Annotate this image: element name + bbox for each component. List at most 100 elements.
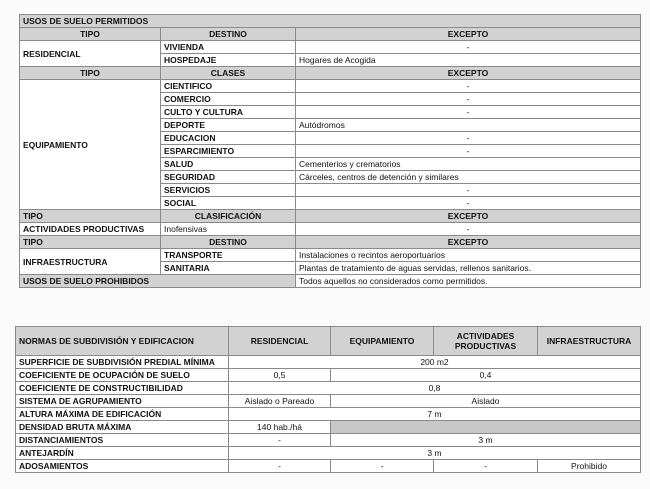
- destino-cell-text: EDUCACION: [164, 133, 216, 143]
- excepto-cell-text: -: [466, 94, 470, 104]
- column-header: EXCEPTO: [295, 235, 641, 249]
- destino-cell-text: VIVIENDA: [164, 42, 205, 52]
- section-header-row: TIPO DESTINO EXCEPTO: [19, 235, 641, 249]
- prohibidos-value-text: Todos aquellos no considerados como perm…: [299, 276, 488, 286]
- norma-label: SISTEMA DE AGRUPAMIENTO: [15, 394, 229, 408]
- norma-label-text: ANTEJARDÍN: [19, 448, 74, 458]
- norma-label-text: SUPERFICIE DE SUBDIVISIÓN PREDIAL MÍNIMA: [19, 357, 215, 367]
- column-header-text: RESIDENCIAL: [250, 336, 309, 346]
- table-row: ACTIVIDADES PRODUCTIVAS Inofensivas -: [19, 222, 641, 236]
- destino-cell: HOSPEDAJE: [160, 53, 296, 67]
- excepto-cell: -: [295, 196, 641, 210]
- column-header-text: CLASIFICACIÓN: [194, 211, 262, 221]
- excepto-cell-text: -: [466, 42, 470, 52]
- column-header: RESIDENCIAL: [228, 326, 331, 356]
- value-cell-text: 3 m: [478, 435, 493, 445]
- column-header-text: EQUIPAMIENTO: [349, 336, 415, 346]
- tipo-cell: RESIDENCIAL: [19, 40, 161, 67]
- excepto-cell: Autódromos: [295, 118, 641, 132]
- destino-cell: CULTO Y CULTURA: [160, 105, 296, 119]
- excepto-cell: Hogares de Acogida: [295, 53, 641, 67]
- norma-label-text: DISTANCIAMIENTOS: [19, 435, 104, 445]
- column-header-text: NORMAS DE SUBDIVISIÓN Y EDIFICACION: [19, 336, 194, 346]
- excepto-cell: -: [295, 144, 641, 158]
- excepto-cell: -: [295, 79, 641, 93]
- column-header-text: EXCEPTO: [447, 237, 489, 247]
- destino-cell: ESPARCIMIENTO: [160, 144, 296, 158]
- prohibidos-row: USOS DE SUELO PROHIBIDOS Todos aquellos n…: [19, 274, 641, 288]
- value-cell-text: -: [278, 435, 281, 445]
- norma-label: ANTEJARDÍN: [15, 446, 229, 460]
- value-cell-text: Prohibido: [571, 461, 607, 471]
- value-cell-text: 0,5: [273, 370, 286, 380]
- destino-cell: CIENTIFICO: [160, 79, 296, 93]
- table-row: SOCIAL -: [20, 196, 641, 210]
- column-header-text: EXCEPTO: [447, 68, 489, 78]
- excepto-cell: Plantas de tratamiento de aguas servidas…: [295, 261, 641, 275]
- destino-cell-text: ESPARCIMIENTO: [164, 146, 235, 156]
- tipo-cell: ACTIVIDADES PRODUCTIVAS: [19, 222, 161, 236]
- table-row: ANTEJARDÍN 3 m: [15, 446, 641, 460]
- column-header: NORMAS DE SUBDIVISIÓN Y EDIFICACION: [15, 326, 229, 356]
- table-row: SALUD Cementerios y crematorios: [20, 157, 641, 171]
- excepto-cell-text: -: [466, 224, 470, 234]
- column-header: INFRAESTRUCTURA: [537, 326, 641, 356]
- norma-label: DISTANCIAMIENTOS: [15, 433, 229, 447]
- excepto-cell: -: [295, 40, 641, 54]
- norma-label: SUPERFICIE DE SUBDIVISIÓN PREDIAL MÍNIMA: [15, 355, 229, 369]
- excepto-cell-text: -: [466, 107, 470, 117]
- destino-cell-text: HOSPEDAJE: [164, 55, 217, 65]
- tipo-cell-text: EQUIPAMIENTO: [23, 139, 88, 150]
- excepto-cell: -: [295, 222, 641, 236]
- norma-label: COEFICIENTE DE OCUPACIÓN DE SUELO: [15, 368, 229, 382]
- shaded-cell: [330, 420, 641, 434]
- value-cell-text: 140 hab./há: [257, 422, 302, 432]
- value-cell-text: 3 m: [427, 448, 442, 458]
- value-cell-text: -: [278, 461, 281, 471]
- norma-label-text: ALTURA MÁXIMA DE EDIFICACIÓN: [19, 409, 162, 419]
- value-cell: 0,5: [228, 368, 331, 382]
- column-header: ACTIVIDADES PRODUCTIVAS: [433, 326, 538, 356]
- destino-cell: SALUD: [160, 157, 296, 171]
- column-header-text: TIPO: [80, 29, 100, 39]
- destino-cell-text: COMERCIO: [164, 94, 211, 104]
- column-header: TIPO: [19, 66, 161, 80]
- destino-cell-text: CULTO Y CULTURA: [164, 107, 244, 117]
- usos-de-suelo-table: USOS DE SUELO PERMITIDOS TIPO DESTINO EXCEP…: [19, 14, 641, 288]
- destino-cell: SERVICIOS: [160, 183, 296, 197]
- excepto-cell: -: [295, 131, 641, 145]
- value-cell: 200 m2: [228, 355, 641, 369]
- value-cell: Aislado o Pareado: [228, 394, 331, 408]
- table-row: DISTANCIAMIENTOS - 3 m: [15, 433, 641, 447]
- value-cell: -: [228, 433, 331, 447]
- table-row: INFRAESTRUCTURA TRANSPORTE Instalaciones o…: [19, 248, 641, 275]
- destino-cell-text: SOCIAL: [164, 198, 197, 208]
- value-cell-text: 200 m2: [420, 357, 449, 367]
- column-header-text: ACTIVIDADES PRODUCTIVAS: [454, 331, 517, 351]
- table-row: ADOSAMIENTOS - - - Prohibido: [15, 459, 641, 473]
- column-header: DESTINO: [160, 27, 296, 41]
- value-cell: Aislado: [330, 394, 641, 408]
- excepto-cell: Cementerios y crematorios: [295, 157, 641, 171]
- column-header: TIPO: [19, 235, 161, 249]
- value-cell: 3 m: [228, 446, 641, 460]
- column-header-text: INFRAESTRUCTURA: [546, 336, 632, 346]
- table-title: USOS DE SUELO PERMITIDOS: [19, 14, 641, 28]
- column-header: CLASES: [160, 66, 296, 80]
- excepto-cell-text: Hogares de Acogida: [299, 55, 376, 65]
- destino-cell: SEGURIDAD: [160, 170, 296, 184]
- tipo-cell: EQUIPAMIENTO: [19, 79, 161, 210]
- column-header-text: EXCEPTO: [447, 211, 489, 221]
- excepto-cell: -: [295, 183, 641, 197]
- excepto-cell-text: Plantas de tratamiento de aguas servidas…: [299, 263, 531, 273]
- table-title-row: USOS DE SUELO PERMITIDOS: [19, 14, 641, 28]
- norma-label-text: SISTEMA DE AGRUPAMIENTO: [19, 396, 142, 406]
- excepto-cell-text: Cementerios y crematorios: [299, 159, 401, 169]
- value-cell: 0,4: [330, 368, 641, 382]
- column-header-text: DESTINO: [209, 237, 247, 247]
- table-row: DENSIDAD BRUTA MÁXIMA 140 hab./há: [15, 420, 641, 434]
- excepto-cell-text: Cárceles, centros de detención y similar…: [299, 172, 459, 182]
- destino-cell-text: DEPORTE: [164, 120, 206, 130]
- column-header: EXCEPTO: [295, 66, 641, 80]
- norma-label: DENSIDAD BRUTA MÁXIMA: [15, 420, 229, 434]
